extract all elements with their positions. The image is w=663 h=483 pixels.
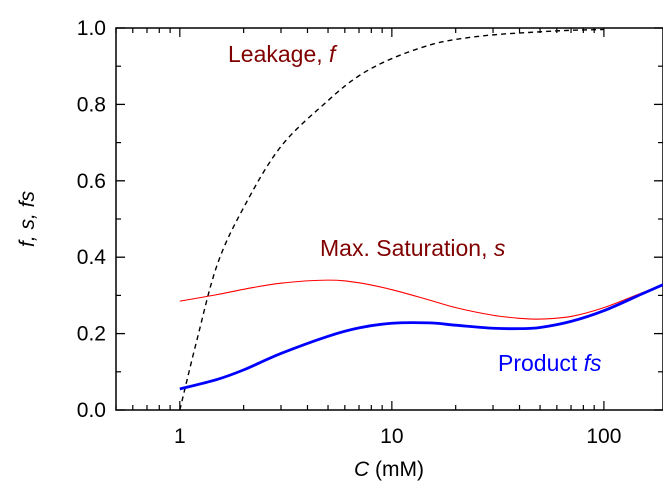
x-tick-label: 1 [174, 425, 186, 448]
y-tick-label: 1.0 [77, 17, 106, 40]
label-product: Product fs [498, 350, 602, 376]
max-saturation-s-line [179, 279, 663, 320]
y-axis-title: f, s, fs [16, 191, 39, 248]
product-fs-line [179, 283, 663, 391]
y-tick-label: 0.0 [77, 399, 106, 422]
series-lines [179, 28, 663, 411]
leakage-f-line [179, 28, 604, 411]
y-tick-label: 0.8 [77, 93, 106, 116]
tick-marks [115, 27, 663, 411]
label-leakage: Leakage, f [228, 41, 338, 67]
x-tick-label: 100 [586, 425, 621, 448]
x-axis-title: C (mM) [354, 458, 424, 481]
y-tick-label: 0.6 [77, 170, 106, 193]
y-tick-label: 0.4 [77, 246, 107, 269]
tick-labels: 0.0 0.2 0.4 0.6 0.8 1.0 1 10 100 [77, 17, 622, 448]
y-tick-label: 0.2 [77, 323, 106, 346]
label-max-saturation: Max. Saturation, s [320, 235, 506, 261]
x-tick-label: 10 [380, 425, 403, 448]
series-annotations: Leakage, f Max. Saturation, s Product fs [228, 41, 602, 376]
